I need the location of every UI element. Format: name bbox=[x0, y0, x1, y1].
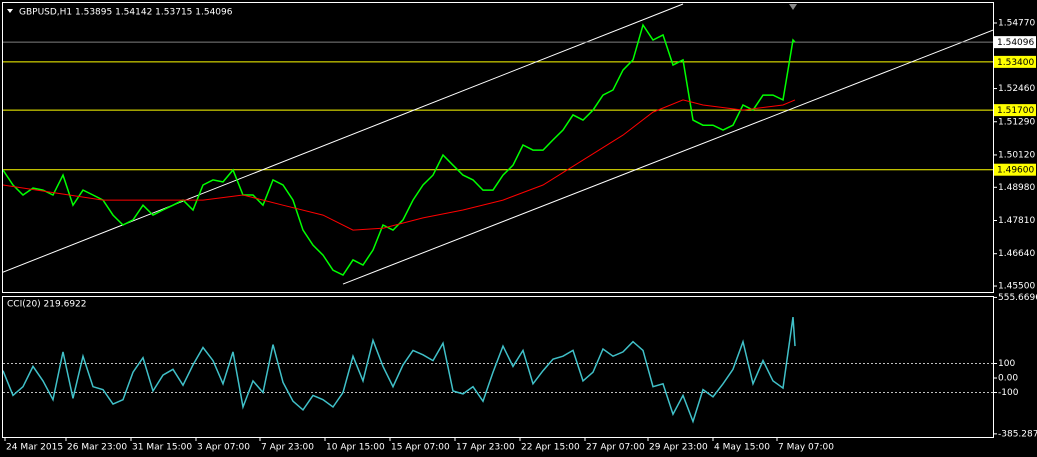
x-tick-label: 27 Apr 07:00 bbox=[586, 443, 645, 453]
price-label: 1.54096 bbox=[997, 38, 1034, 48]
y-tick-label: 1.48980 bbox=[998, 183, 1035, 193]
y-tick-label: 555.6696 bbox=[998, 293, 1037, 303]
x-tick-label: 24 Mar 2015 bbox=[6, 443, 63, 453]
level-label-box bbox=[994, 55, 1036, 68]
y-tick-label: 1.46640 bbox=[998, 249, 1035, 259]
y-tick-label: -100 bbox=[998, 388, 1019, 398]
level-label-box bbox=[994, 163, 1036, 176]
y-tick-label: 1.45500 bbox=[998, 282, 1035, 292]
y-tick-label: 100 bbox=[998, 359, 1015, 369]
price-panel-frame bbox=[2, 2, 994, 293]
y-tick-label: 0.00 bbox=[998, 373, 1018, 383]
x-tick-label: 7 May 07:00 bbox=[778, 443, 834, 453]
x-tick-label: 7 Apr 23:00 bbox=[261, 443, 314, 453]
data-line bbox=[3, 316, 796, 424]
plot-area bbox=[3, 3, 993, 285]
chart-title: GBPUSD,H1 1.53895 1.54142 1.53715 1.5409… bbox=[19, 8, 233, 18]
moving-average bbox=[3, 99, 796, 231]
cci-panel-frame bbox=[2, 296, 994, 438]
y-tick-label: -385.2873 bbox=[998, 429, 1037, 439]
x-tick-label: 17 Apr 23:00 bbox=[456, 443, 515, 453]
y-tick-label: 1.50120 bbox=[998, 150, 1035, 160]
level-label: 1.49600 bbox=[997, 166, 1034, 176]
y-tick-label: 1.47810 bbox=[998, 216, 1035, 226]
x-tick-label: 26 Mar 23:00 bbox=[67, 443, 127, 453]
indicator-title: CCI(20) 219.6922 bbox=[7, 300, 87, 310]
level-label: 1.51700 bbox=[997, 106, 1034, 116]
level-label: 1.53400 bbox=[997, 58, 1034, 68]
y-tick-label: 1.54770 bbox=[998, 19, 1035, 29]
x-tick-label: 15 Apr 07:00 bbox=[391, 443, 450, 453]
x-tick-label: 3 Apr 07:00 bbox=[197, 443, 250, 453]
data-line bbox=[3, 23, 796, 276]
x-tick-label: 31 Mar 15:00 bbox=[132, 443, 192, 453]
trend-line bbox=[342, 29, 993, 285]
x-tick-label: 29 Apr 23:00 bbox=[649, 443, 708, 453]
level-label-box bbox=[994, 104, 1036, 117]
menu-triangle bbox=[7, 9, 13, 13]
x-tick-label: 10 Apr 15:00 bbox=[326, 443, 385, 453]
y-tick-label: 1.52460 bbox=[998, 84, 1035, 94]
plot-area bbox=[3, 316, 993, 424]
y-tick-label: 1.51290 bbox=[998, 117, 1035, 127]
shift-marker bbox=[789, 4, 797, 10]
x-tick-label: 4 May 15:00 bbox=[714, 443, 770, 453]
trend-line bbox=[3, 3, 684, 273]
x-tick-label: 22 Apr 15:00 bbox=[521, 443, 580, 453]
price-label-box bbox=[994, 36, 1036, 49]
